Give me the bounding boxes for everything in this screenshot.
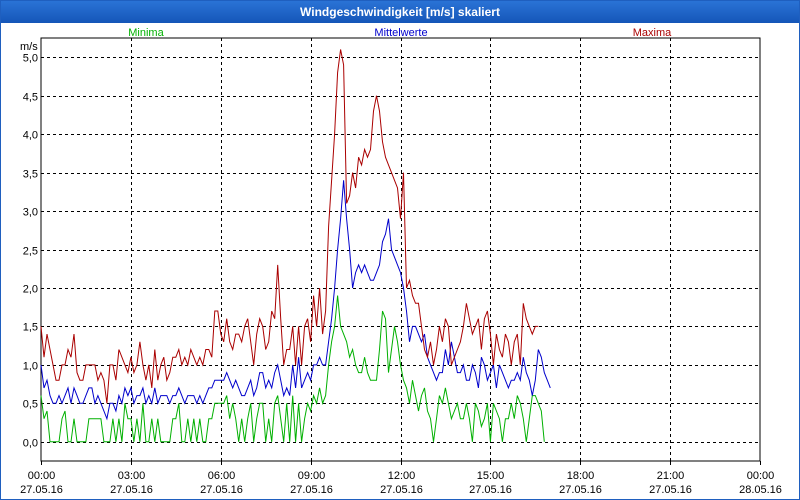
x-tick-time: 09:00 [298,470,326,482]
x-tick-time: 00:00 [747,470,775,482]
x-tick-date: 27.05.16 [110,484,153,496]
line-chart: 0,0 0,5 1,0 1,5 2,0 2,5 3,0 3,5 4,0 4,5 5,0 00:00 27… [20,27,782,496]
y-axis-label: m/s [20,41,38,53]
x-tick-time: 03:00 [118,470,146,482]
window-title: Windgeschwindigkeit [m/s] skaliert [1,1,799,23]
y-tick-label: 0,5 [23,399,38,411]
legend-mittelwerte: Mittelwerte [374,27,427,39]
y-tick-label: 1,5 [23,322,38,334]
series-line-mittelwerte [40,180,551,421]
x-tick-date: 27.05.16 [559,484,602,496]
legend-maxima: Maxima [633,27,672,39]
y-tick-label: 0,0 [23,438,38,450]
x-tick-date: 27.05.16 [469,484,512,496]
x-tick-time: 21:00 [657,470,685,482]
legend-minima: Minima [128,27,164,39]
y-tick-label: 5,0 [23,53,38,65]
x-tick-date: 27.05.16 [200,484,243,496]
y-tick-label: 4,5 [23,92,38,104]
x-tick-date: 27.05.16 [20,484,63,496]
x-tick-date: 28.05.16 [739,484,782,496]
y-tick-label: 1,0 [23,361,38,373]
series-line-minima [40,295,545,443]
x-tick-date: 27.05.16 [290,484,333,496]
y-tick-label: 3,5 [23,169,38,181]
x-tick-time: 15:00 [477,470,505,482]
series-line-maxima [40,49,539,404]
y-tick-label: 3,0 [23,207,38,219]
plot-area [40,37,761,462]
x-tick-date: 27.05.16 [649,484,692,496]
y-tick-label: 2,0 [23,284,38,296]
x-tick-time: 00:00 [28,470,56,482]
y-tick-label: 2,5 [23,246,38,258]
x-tick-time: 06:00 [208,470,236,482]
y-tick-label: 4,0 [23,130,38,142]
x-tick-time: 18:00 [567,470,595,482]
x-tick-date: 27.05.16 [380,484,423,496]
x-tick-time: 12:00 [388,470,416,482]
